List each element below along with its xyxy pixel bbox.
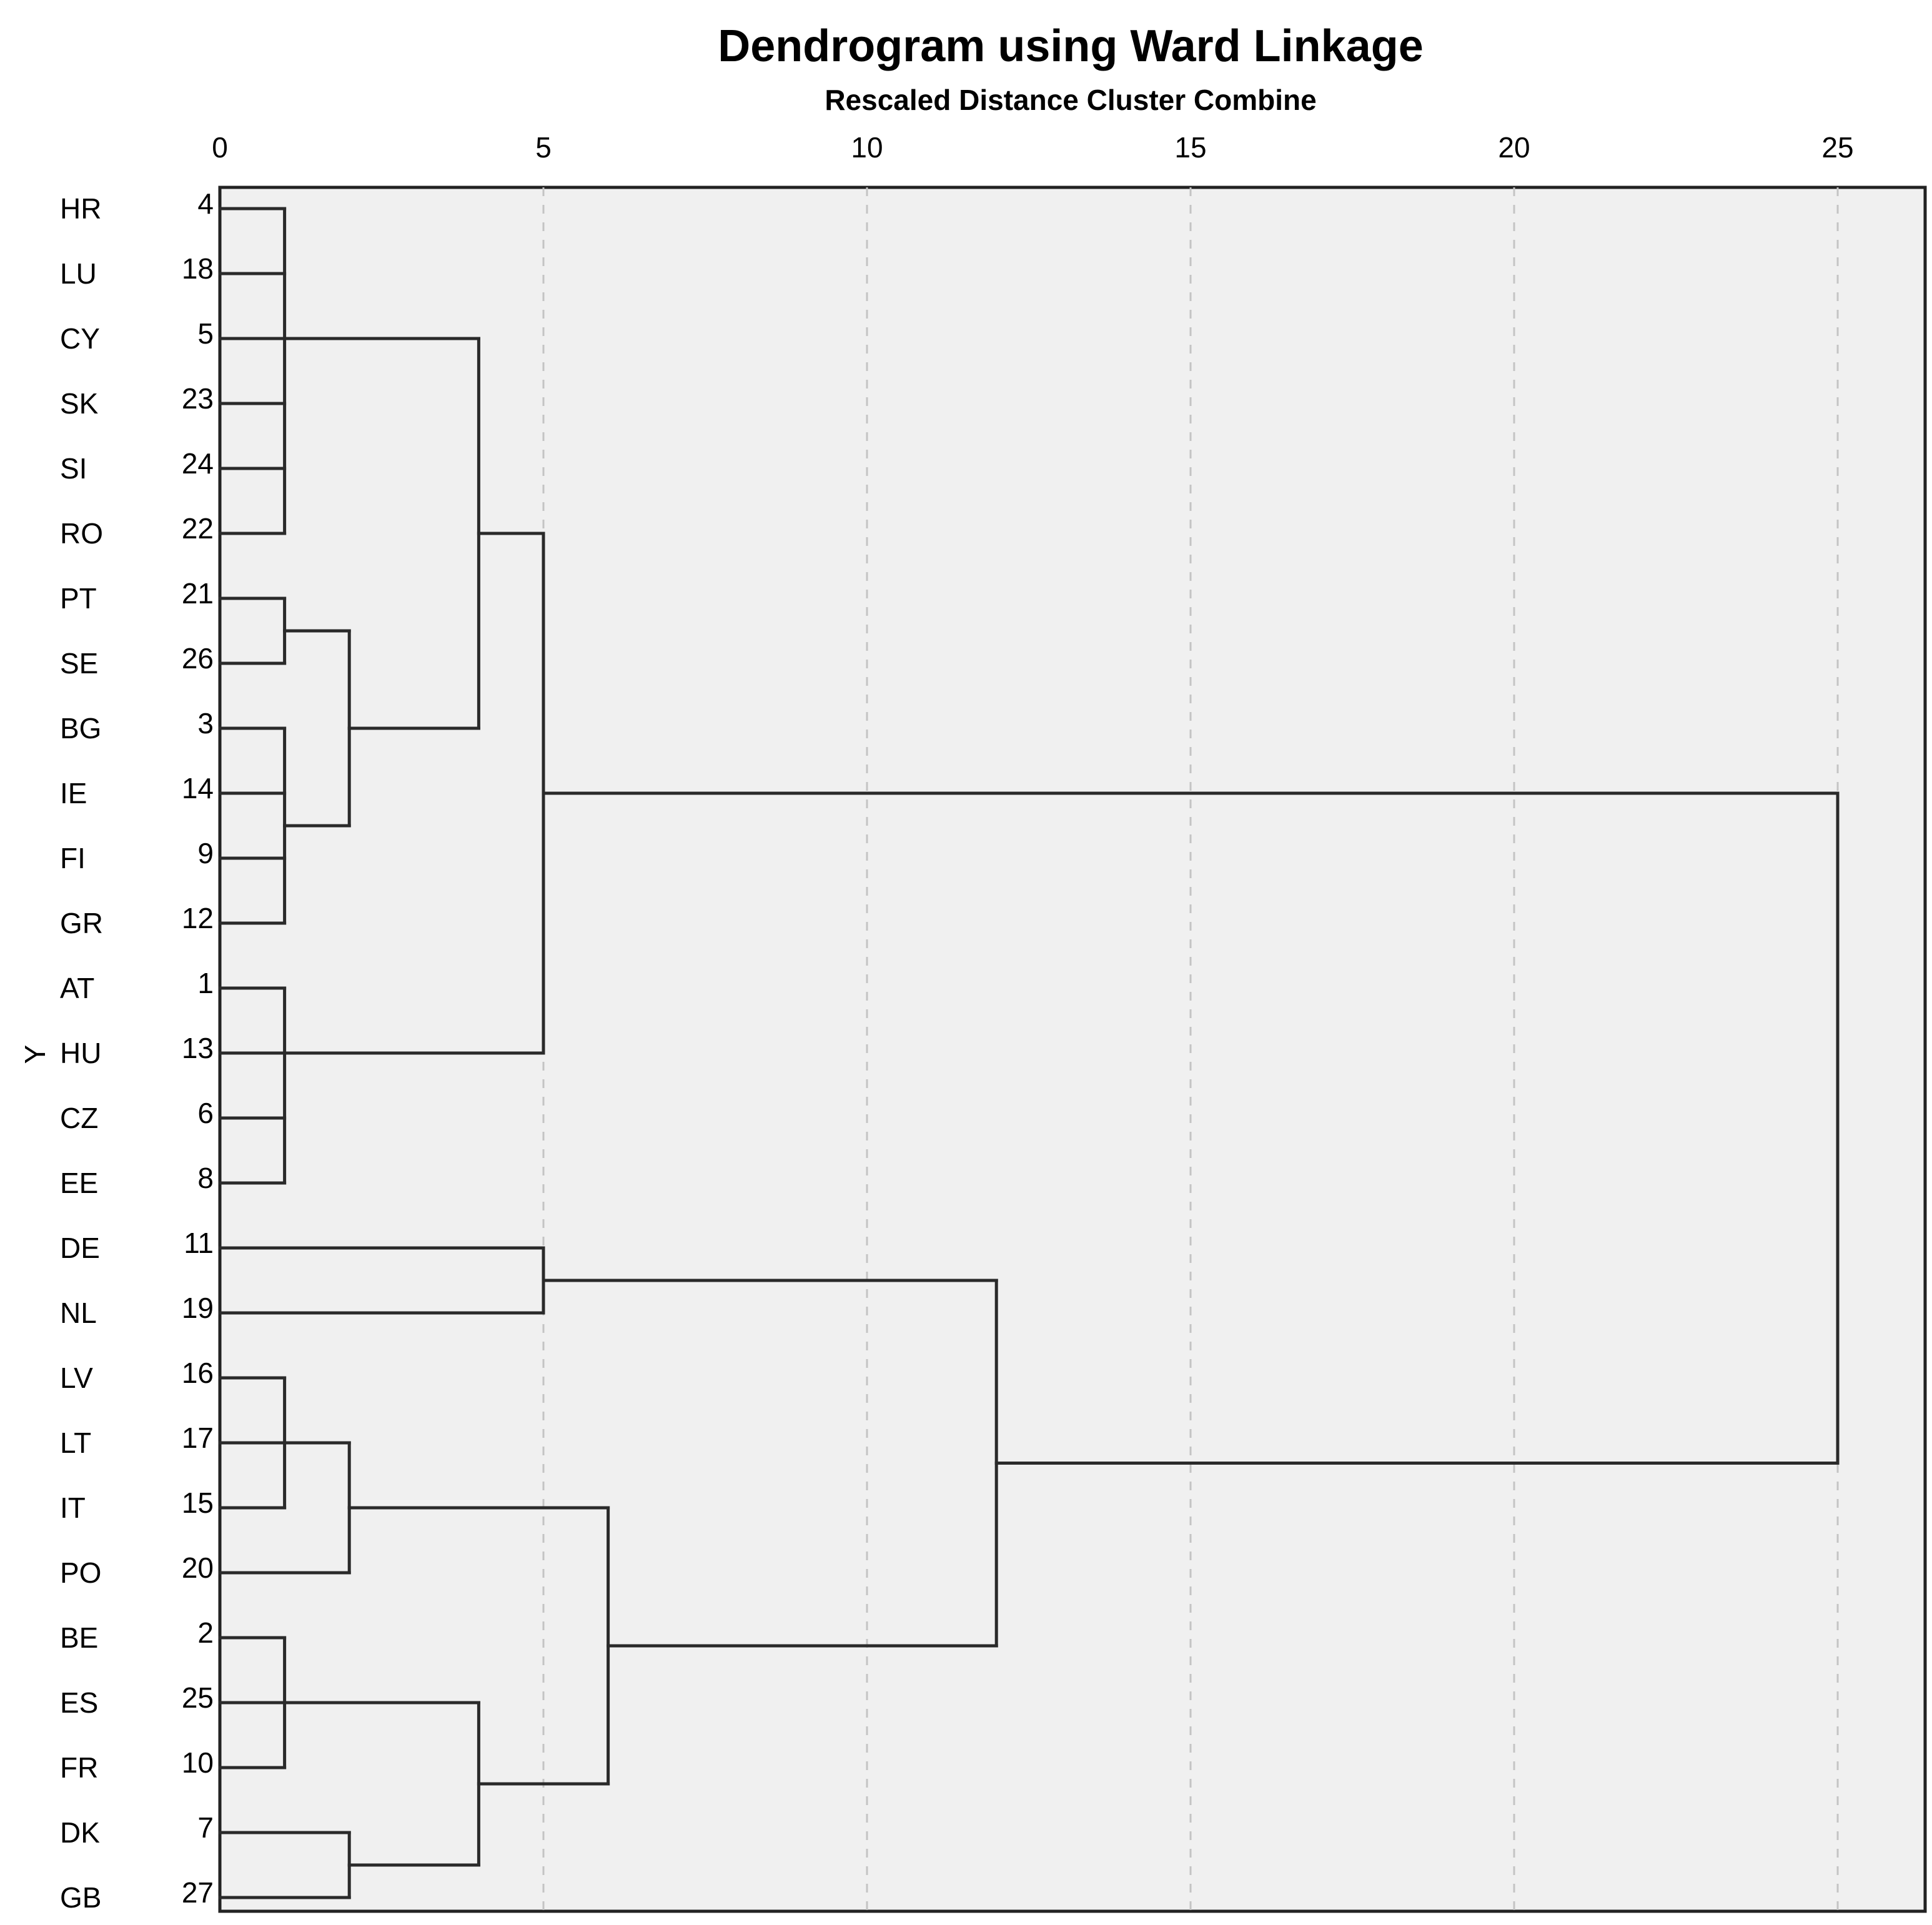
leaf-id-25: 25	[182, 1681, 214, 1714]
leaf-label-gb: GB	[60, 1881, 101, 1914]
leaf-label-fr: FR	[60, 1751, 98, 1784]
leaf-id-16: 16	[182, 1357, 214, 1389]
leaf-label-sk: SK	[60, 387, 99, 420]
leaf-id-12: 12	[182, 902, 214, 934]
leaf-id-10: 10	[182, 1746, 214, 1779]
leaf-label-hr: HR	[60, 192, 101, 225]
leaf-id-4: 4	[197, 187, 214, 220]
leaf-label-ie: IE	[60, 777, 87, 809]
x-tick-label-0: 0	[212, 131, 228, 164]
leaf-label-be: BE	[60, 1621, 98, 1654]
leaf-id-13: 13	[182, 1032, 214, 1064]
leaf-label-ee: EE	[60, 1167, 98, 1199]
leaf-id-6: 6	[197, 1097, 214, 1129]
leaf-label-lu: LU	[60, 257, 97, 290]
leaf-id-19: 19	[182, 1292, 214, 1324]
leaf-label-hu: HU	[60, 1037, 101, 1069]
leaf-label-dk: DK	[60, 1816, 100, 1849]
y-axis-label: Y	[19, 1045, 51, 1064]
leaf-id-22: 22	[182, 512, 214, 545]
leaf-id-3: 3	[197, 707, 214, 740]
leaf-id-2: 2	[197, 1616, 214, 1649]
leaf-label-cy: CY	[60, 322, 100, 355]
leaf-id-7: 7	[197, 1811, 214, 1844]
leaf-id-1: 1	[197, 967, 214, 999]
leaf-label-it: IT	[60, 1492, 86, 1524]
leaf-label-po: PO	[60, 1556, 101, 1589]
leaf-id-24: 24	[182, 447, 214, 480]
leaf-label-ro: RO	[60, 517, 103, 550]
leaf-label-nl: NL	[60, 1297, 97, 1329]
chart-subtitle: Rescaled Distance Cluster Combine	[825, 84, 1316, 116]
dendrogram-links	[218, 207, 1840, 1899]
leaf-label-gr: GR	[60, 907, 103, 939]
leaf-label-at: AT	[60, 972, 94, 1004]
leaf-id-14: 14	[182, 772, 214, 804]
leaf-id-27: 27	[182, 1876, 214, 1909]
leaf-id-21: 21	[182, 577, 214, 610]
chart-title: Dendrogram using Ward Linkage	[718, 21, 1423, 71]
leaf-id-17: 17	[182, 1422, 214, 1454]
x-tick-label-20: 20	[1498, 131, 1530, 164]
leaf-label-lt: LT	[60, 1427, 91, 1459]
x-axis-ticks: 0 5 10 15 20 25	[212, 131, 1853, 164]
leaf-id-20: 20	[182, 1551, 214, 1584]
leaf-label-lv: LV	[60, 1362, 93, 1394]
leaf-id-26: 26	[182, 642, 214, 675]
plot-area	[218, 186, 1927, 1913]
leaf-label-se: SE	[60, 647, 98, 680]
leaf-id-15: 15	[182, 1487, 214, 1519]
leaf-id-9: 9	[197, 837, 214, 869]
leaf-label-fi: FI	[60, 842, 86, 874]
leaf-label-es: ES	[60, 1686, 98, 1719]
leaf-label-pt: PT	[60, 582, 97, 615]
leaf-label-si: SI	[60, 452, 87, 485]
leaf-label-bg: BG	[60, 712, 101, 745]
x-tick-label-15: 15	[1174, 131, 1206, 164]
x-tick-label-5: 5	[535, 131, 552, 164]
leaf-id-11: 11	[184, 1227, 214, 1259]
leaf-id-5: 5	[197, 317, 214, 350]
leaf-id-23: 23	[182, 382, 214, 415]
leaf-id-18: 18	[182, 252, 214, 285]
x-tick-label-10: 10	[851, 131, 883, 164]
x-tick-label-25: 25	[1821, 131, 1853, 164]
leaf-label-cz: CZ	[60, 1102, 98, 1134]
leaf-label-de: DE	[60, 1232, 100, 1264]
leaf-id-8: 8	[197, 1162, 214, 1194]
